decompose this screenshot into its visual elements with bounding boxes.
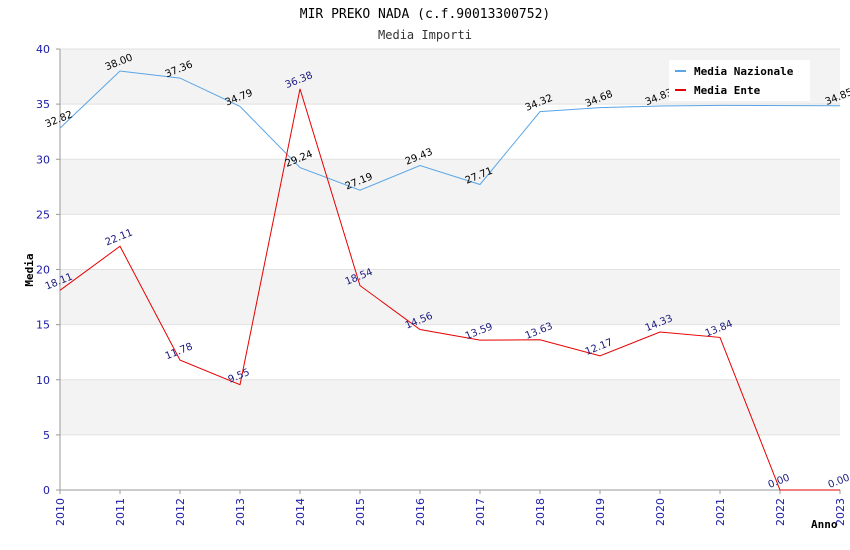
series-line-1 bbox=[59, 88, 840, 491]
x-tick-label: 2011 bbox=[114, 498, 127, 526]
y-axis-ticks: 0 5 10 15 20 25 30 35 40 bbox=[36, 43, 60, 497]
x-tick-label: 2016 bbox=[414, 498, 427, 526]
x-axis-ticks: 2010 2011 2012 2013 2014 2015 2016 2017 2018 2019… bbox=[54, 490, 847, 526]
legend-entry: Media Ente bbox=[694, 84, 761, 97]
y-tick-label: 30 bbox=[36, 153, 50, 166]
y-tick-label: 25 bbox=[36, 208, 50, 221]
x-tick-label: 2015 bbox=[354, 498, 367, 526]
series-line-0 bbox=[59, 70, 841, 191]
y-tick-label: 10 bbox=[36, 374, 50, 387]
y-tick-label: 35 bbox=[36, 98, 50, 111]
y-tick-label: 15 bbox=[36, 319, 50, 332]
x-tick-label: 2021 bbox=[714, 498, 727, 526]
grid-band bbox=[60, 104, 840, 160]
x-tick-label: 2023 bbox=[834, 498, 847, 526]
grid-bands bbox=[60, 49, 840, 490]
y-tick-label: 40 bbox=[36, 43, 50, 56]
x-tick-label: 2017 bbox=[474, 498, 487, 526]
x-axis-label: Anno bbox=[811, 518, 838, 531]
series-lines bbox=[59, 70, 841, 491]
y-axis-label: Media bbox=[23, 253, 36, 286]
grid-band bbox=[60, 159, 840, 215]
x-tick-label: 2022 bbox=[774, 498, 787, 526]
grid-band bbox=[60, 379, 840, 435]
chart-subtitle: Media Importi bbox=[378, 28, 472, 42]
legend-box bbox=[669, 60, 810, 101]
y-tick-label: 5 bbox=[43, 429, 50, 442]
y-tick-label: 0 bbox=[43, 484, 50, 497]
grid-band bbox=[60, 269, 840, 325]
x-tick-label: 2019 bbox=[594, 498, 607, 526]
legend: Media Nazionale Media Ente bbox=[669, 60, 810, 101]
chart-title: MIR PREKO NADA (c.f.90013300752) bbox=[300, 7, 550, 22]
x-tick-label: 2010 bbox=[54, 498, 67, 526]
legend-entry: Media Nazionale bbox=[694, 65, 794, 78]
grid-band bbox=[60, 434, 840, 490]
x-tick-label: 2013 bbox=[234, 498, 247, 526]
x-tick-label: 2018 bbox=[534, 498, 547, 526]
x-tick-label: 2020 bbox=[654, 498, 667, 526]
x-tick-label: 2014 bbox=[294, 498, 307, 526]
x-tick-label: 2012 bbox=[174, 498, 187, 526]
grid-band bbox=[60, 324, 840, 380]
grid-band bbox=[60, 214, 840, 270]
y-tick-label: 20 bbox=[36, 264, 50, 277]
grid-lines bbox=[60, 48, 840, 436]
